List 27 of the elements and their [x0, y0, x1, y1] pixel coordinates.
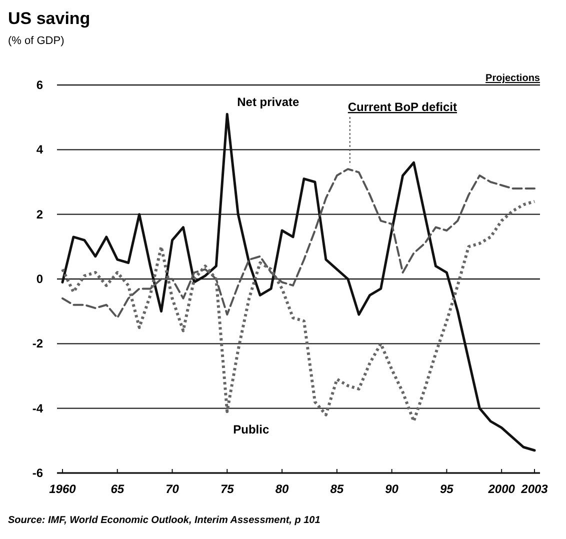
y-tick-label: 4 — [36, 142, 44, 157]
series-label: Public — [233, 422, 270, 437]
x-tick-label: 80 — [275, 482, 290, 496]
x-tick-label: 65 — [110, 482, 124, 496]
x-tick-label: 1960 — [49, 482, 76, 496]
y-tick-label: -4 — [32, 401, 44, 416]
text: Projections — [486, 73, 540, 84]
y-tick-label: 6 — [36, 78, 44, 92]
line-series — [61, 112, 536, 452]
y-tick-label: 0 — [36, 272, 44, 286]
line-series — [60, 200, 536, 423]
x-tick-label: 2000 — [487, 482, 516, 496]
x-tick-label: 75 — [220, 482, 234, 496]
y-tick-label: 2 — [36, 207, 44, 222]
x-tick-label: 2003 — [520, 482, 548, 496]
x-tick-label: 70 — [166, 482, 180, 496]
x-tick-label: 90 — [385, 482, 399, 496]
chart-subtitle: (% of GDP) — [8, 35, 64, 47]
text: Current BoP deficit — [348, 100, 458, 114]
source-note: Source: IMF, World Economic Outlook, Interim Assessment, p 101 — [8, 515, 321, 526]
x-tick-label: 85 — [330, 482, 344, 496]
line-series — [61, 168, 536, 319]
series-label: Net private — [237, 95, 300, 110]
x-tick-label: 95 — [440, 482, 454, 496]
y-tick-label: -6 — [32, 466, 44, 480]
chart-title: US saving — [8, 9, 90, 28]
y-tick-label: -2 — [32, 336, 44, 351]
